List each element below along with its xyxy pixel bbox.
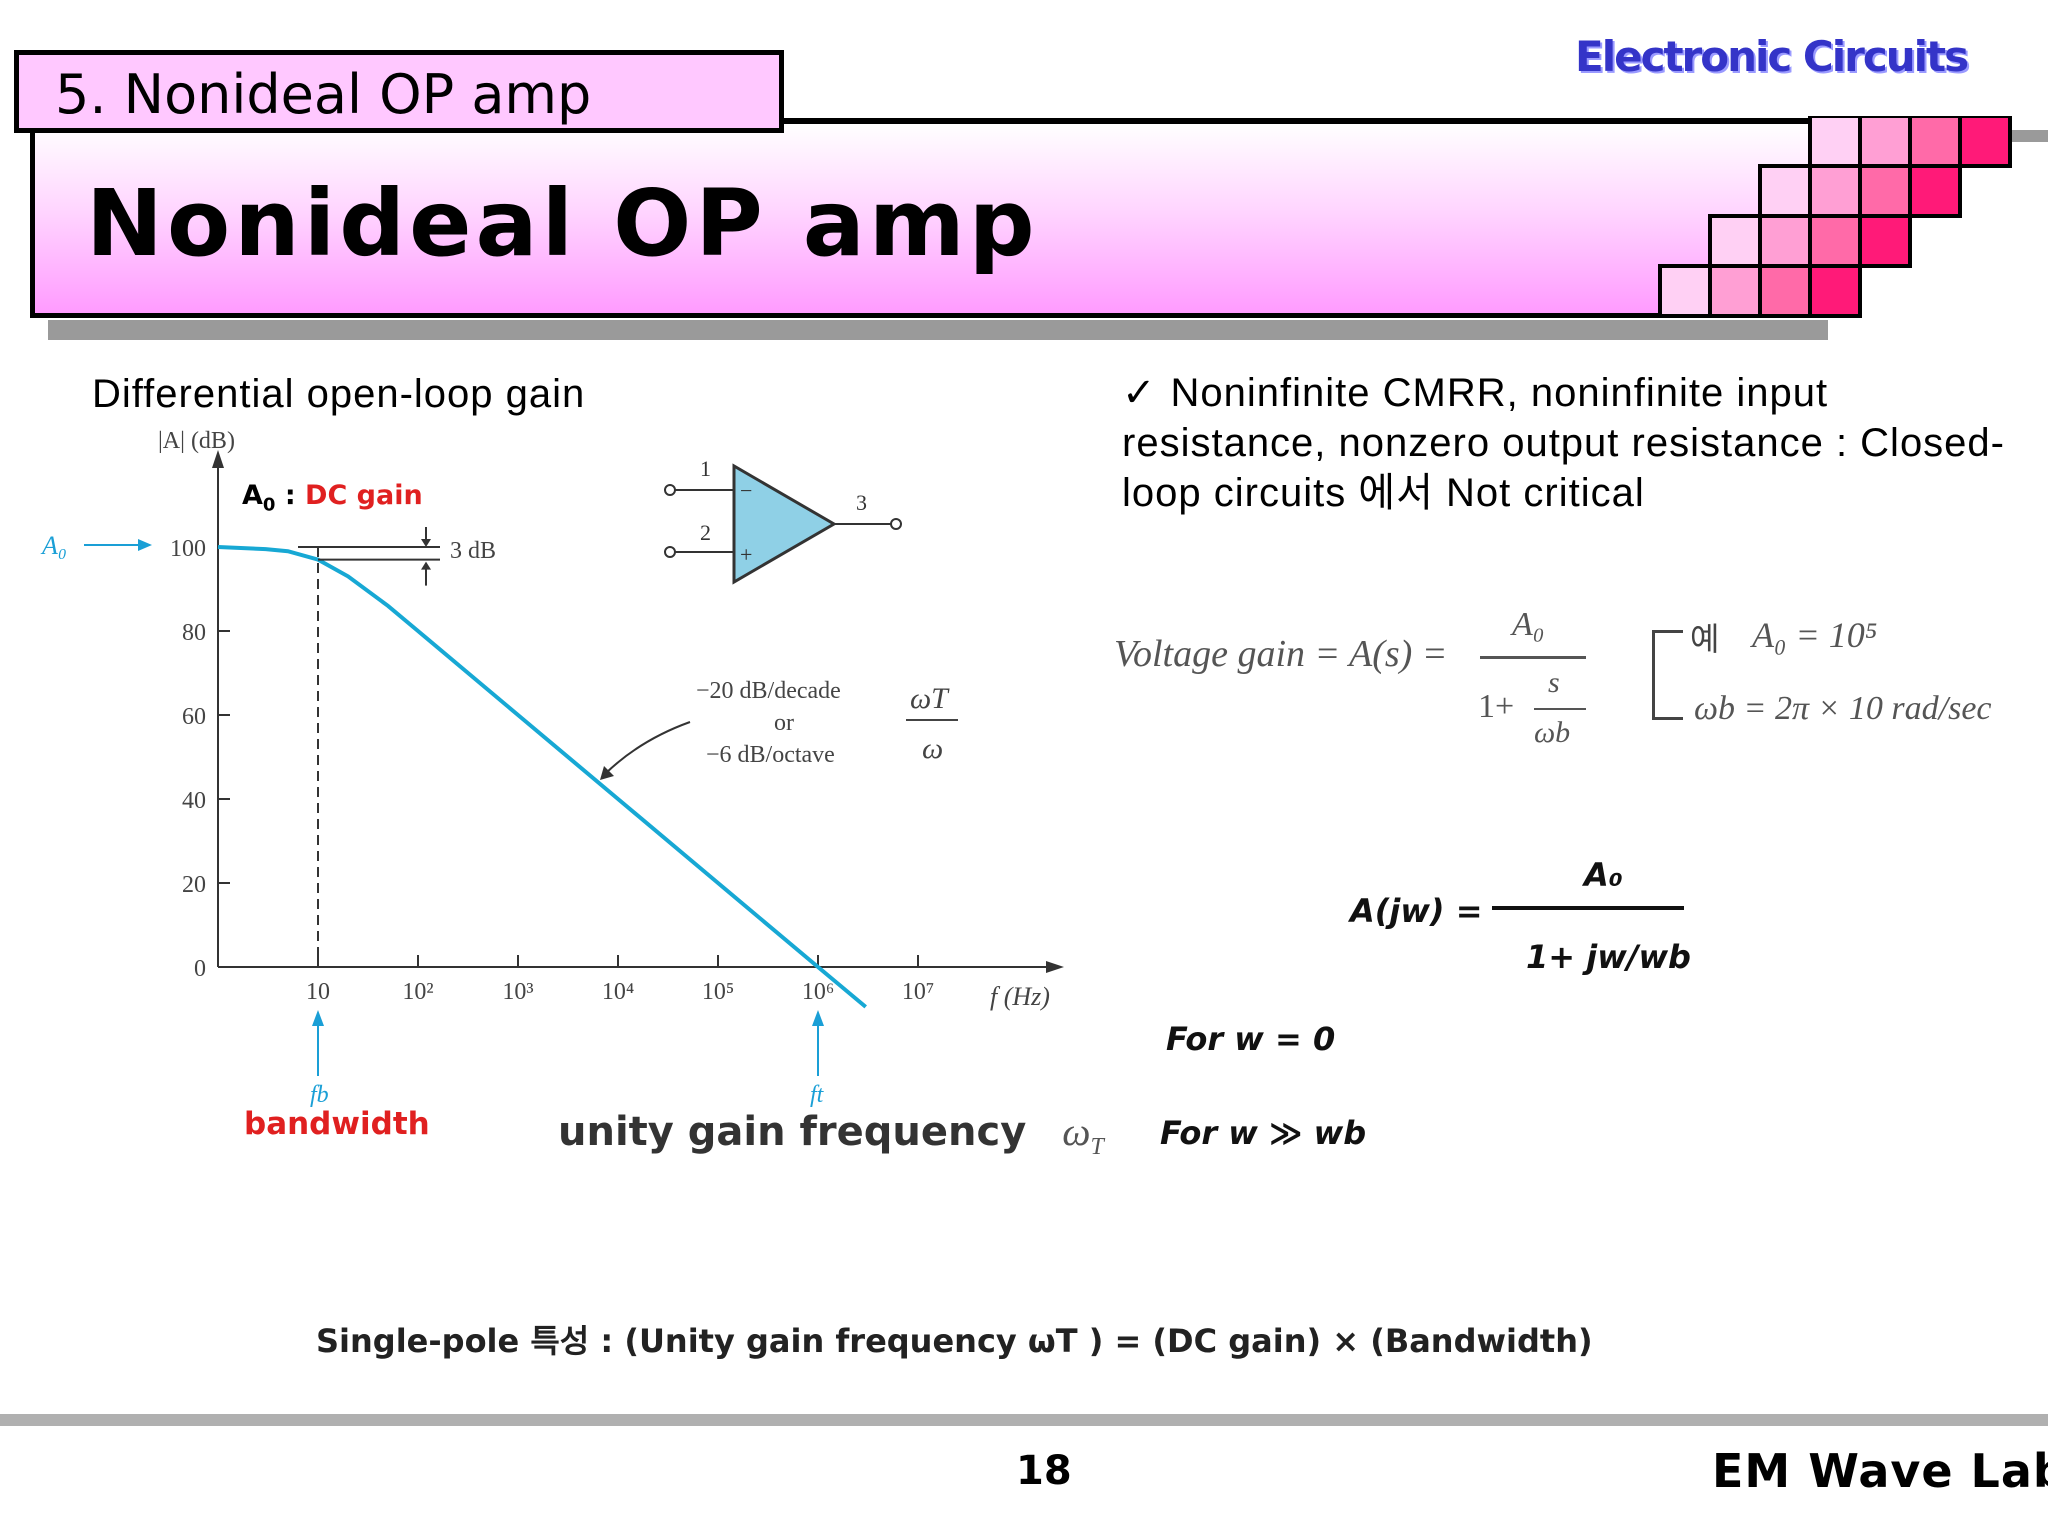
gain-curve [217, 545, 867, 1009]
y-tick-label: 100 [170, 536, 206, 562]
pin3-label: 3 [856, 490, 867, 515]
ratio-numerator: ωT [910, 682, 950, 715]
opamp-triangle [732, 463, 837, 585]
case-w-large: For w ≫ wb [1160, 1114, 1367, 1152]
bode-plot: |A| (dB) f (Hz) 0 20 40 60 80 100 10 10² 10³ 10⁴ 10⁵… [40, 428, 1064, 1108]
x-tick-label: 10⁶ [802, 979, 834, 1005]
brand-title: Electronic Circuits [1575, 32, 1969, 81]
voltage-gain-lhs: Voltage gain = A(s) = [1114, 633, 1448, 675]
voltage-gain-den-den: ωb [1534, 716, 1571, 749]
a0-arrowhead [138, 539, 152, 551]
fb-arrowhead [312, 1010, 324, 1026]
voltage-gain-den-num: s [1548, 666, 1560, 699]
x-tick-label: 10² [402, 979, 433, 1005]
slope-arrow [604, 721, 691, 775]
bullet-text: Noninfinite CMRR, noninfinite input resi… [1122, 371, 2005, 515]
y-tick-label: 60 [182, 704, 206, 730]
page-title: Nonideal OP amp [86, 170, 1039, 277]
pin2-terminal [664, 546, 676, 558]
a0-arrow-label: A₀ [40, 531, 67, 560]
section-tab-clip [0, 70, 14, 130]
y-axis-arrowhead [212, 450, 224, 468]
x-tick-label: 10⁴ [602, 979, 634, 1005]
inverting-sign: − [740, 478, 752, 503]
case-w-zero: For w = 0 [1166, 1020, 1336, 1058]
single-pole-formula: Single-pole 특성 : (Unity gain frequency ω… [316, 1322, 1593, 1360]
voltage-gain-numerator: A₀ [1512, 606, 1545, 643]
x-axis-arrowhead [1046, 961, 1064, 973]
checkmark-icon: ✓ [1122, 371, 1157, 415]
ft-arrowhead [812, 1010, 824, 1026]
unity-gain-label: unity gain frequency ωT [558, 1109, 1104, 1160]
x-axis-label: f (Hz) [990, 982, 1050, 1011]
dc-gain-text: DC gain [305, 480, 423, 511]
slope-label-2: or [774, 710, 794, 736]
example-bracket [1652, 630, 1683, 720]
x-tick-label: 10⁵ [702, 979, 734, 1005]
x-tick-label: 10³ [502, 979, 533, 1005]
differential-gain-label: Differential open-loop gain [92, 372, 586, 416]
page-number: 18 [1016, 1448, 1072, 1494]
pin1-label: 1 [700, 456, 711, 481]
ajw-numerator: A₀ [1584, 856, 1623, 894]
bandwidth-label: bandwidth [244, 1106, 430, 1142]
section-tab: 5. Nonideal OP amp [14, 50, 784, 133]
ajw-denominator: 1+ jw/wb [1526, 938, 1691, 976]
opamp-symbol: 1 2 3 − + [664, 456, 902, 585]
y-tick-label: 0 [194, 956, 206, 982]
slope-arrowhead [600, 766, 614, 780]
example-wb: ωb = 2π × 10 rad/sec [1694, 690, 1992, 727]
pink-tiles-decoration [1658, 116, 2012, 318]
section-tab-label: 5. Nonideal OP amp [55, 63, 592, 126]
noninverting-sign: + [740, 542, 752, 567]
voltage-gain-fraction-bar [1480, 656, 1586, 659]
ratio-denominator: ω [922, 732, 943, 765]
slope-label-3: −6 dB/octave [706, 742, 835, 768]
slope-label-1: −20 dB/decade [696, 678, 841, 704]
three-db-arrowhead-down [421, 539, 431, 547]
example-label: 예 [1690, 621, 1720, 657]
fb-label: fb [310, 1082, 329, 1108]
pin1-terminal [664, 484, 676, 496]
example-a0: A₀ = 10⁵ [1752, 615, 1878, 655]
pin2-label: 2 [700, 520, 711, 545]
x-tick-label: 10 [306, 979, 330, 1005]
y-axis-label: |A| (dB) [158, 428, 235, 454]
voltage-gain-den-prefix: 1+ [1478, 688, 1515, 725]
three-db-label: 3 dB [450, 538, 496, 564]
ft-label: ft [810, 1082, 825, 1108]
footer-bar [0, 1414, 2048, 1426]
y-tick-label: 20 [182, 872, 206, 898]
title-shadow [48, 320, 1828, 340]
dc-gain-callout: A0 : DC gain [242, 480, 423, 516]
pin3-terminal [890, 518, 902, 530]
y-tick-label: 80 [182, 620, 206, 646]
three-db-arrowhead-up [421, 561, 431, 570]
nonideal-bullet: ✓ Noninfinite CMRR, noninfinite input res… [1122, 368, 2022, 518]
ajw-fraction-bar [1492, 906, 1684, 910]
voltage-gain-inner-bar [1534, 708, 1586, 710]
ajw-lhs: A(jw) = [1350, 892, 1483, 930]
x-tick-label: 10⁷ [902, 979, 934, 1005]
y-tick-label: 40 [182, 788, 206, 814]
footer-lab-name: EM Wave Lab [1712, 1444, 2048, 1498]
